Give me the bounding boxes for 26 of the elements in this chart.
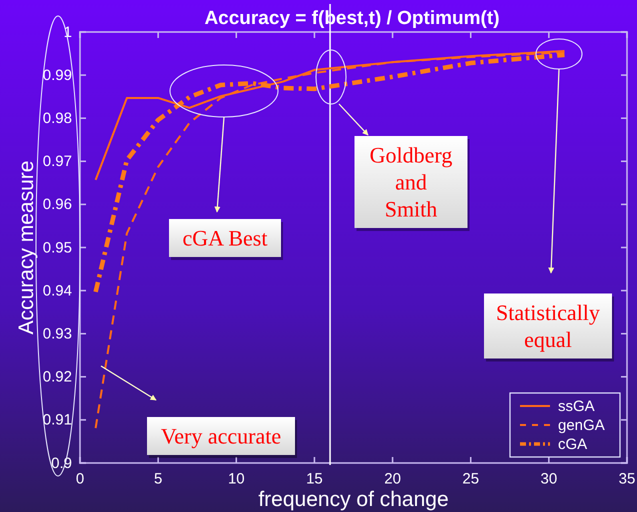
y-tick-label: 0.96 — [42, 196, 72, 214]
legend-label: cGA — [558, 436, 588, 453]
x-tick-label: 25 — [462, 470, 480, 488]
y-tick-label: 0.95 — [42, 239, 72, 256]
x-axis-title: frequency of change — [258, 488, 449, 511]
annotation: Goldberg and Smith — [370, 142, 452, 222]
annotation: Statistically equal — [496, 300, 600, 352]
y-tick-label: 0.94 — [42, 282, 72, 300]
y-tick-label: 0.93 — [42, 326, 72, 342]
legend-label: ssGA — [558, 398, 595, 415]
x-tick-label: 5 — [154, 470, 162, 488]
y-tick-label: 0.99 — [42, 66, 72, 84]
y-tick-label: 0.97 — [42, 153, 72, 170]
annotation: Very accurate — [160, 424, 282, 449]
line-series — [93, 52, 567, 294]
y-tick-label: 0.92 — [42, 368, 72, 386]
x-tick-label: 30 — [540, 470, 558, 488]
x-tick-label: 0 — [76, 470, 84, 488]
legend-label: genGA — [558, 417, 605, 434]
x-tick-label: 10 — [228, 470, 245, 488]
y-axis-title: Accuracy measure — [15, 160, 38, 334]
x-tick-label: 15 — [306, 470, 323, 488]
y-tick-label: 0.98 — [42, 110, 72, 127]
x-tick-label: 20 — [384, 470, 401, 488]
x-tick-label: 35 — [618, 470, 636, 488]
annotation: cGA Best — [182, 226, 268, 251]
